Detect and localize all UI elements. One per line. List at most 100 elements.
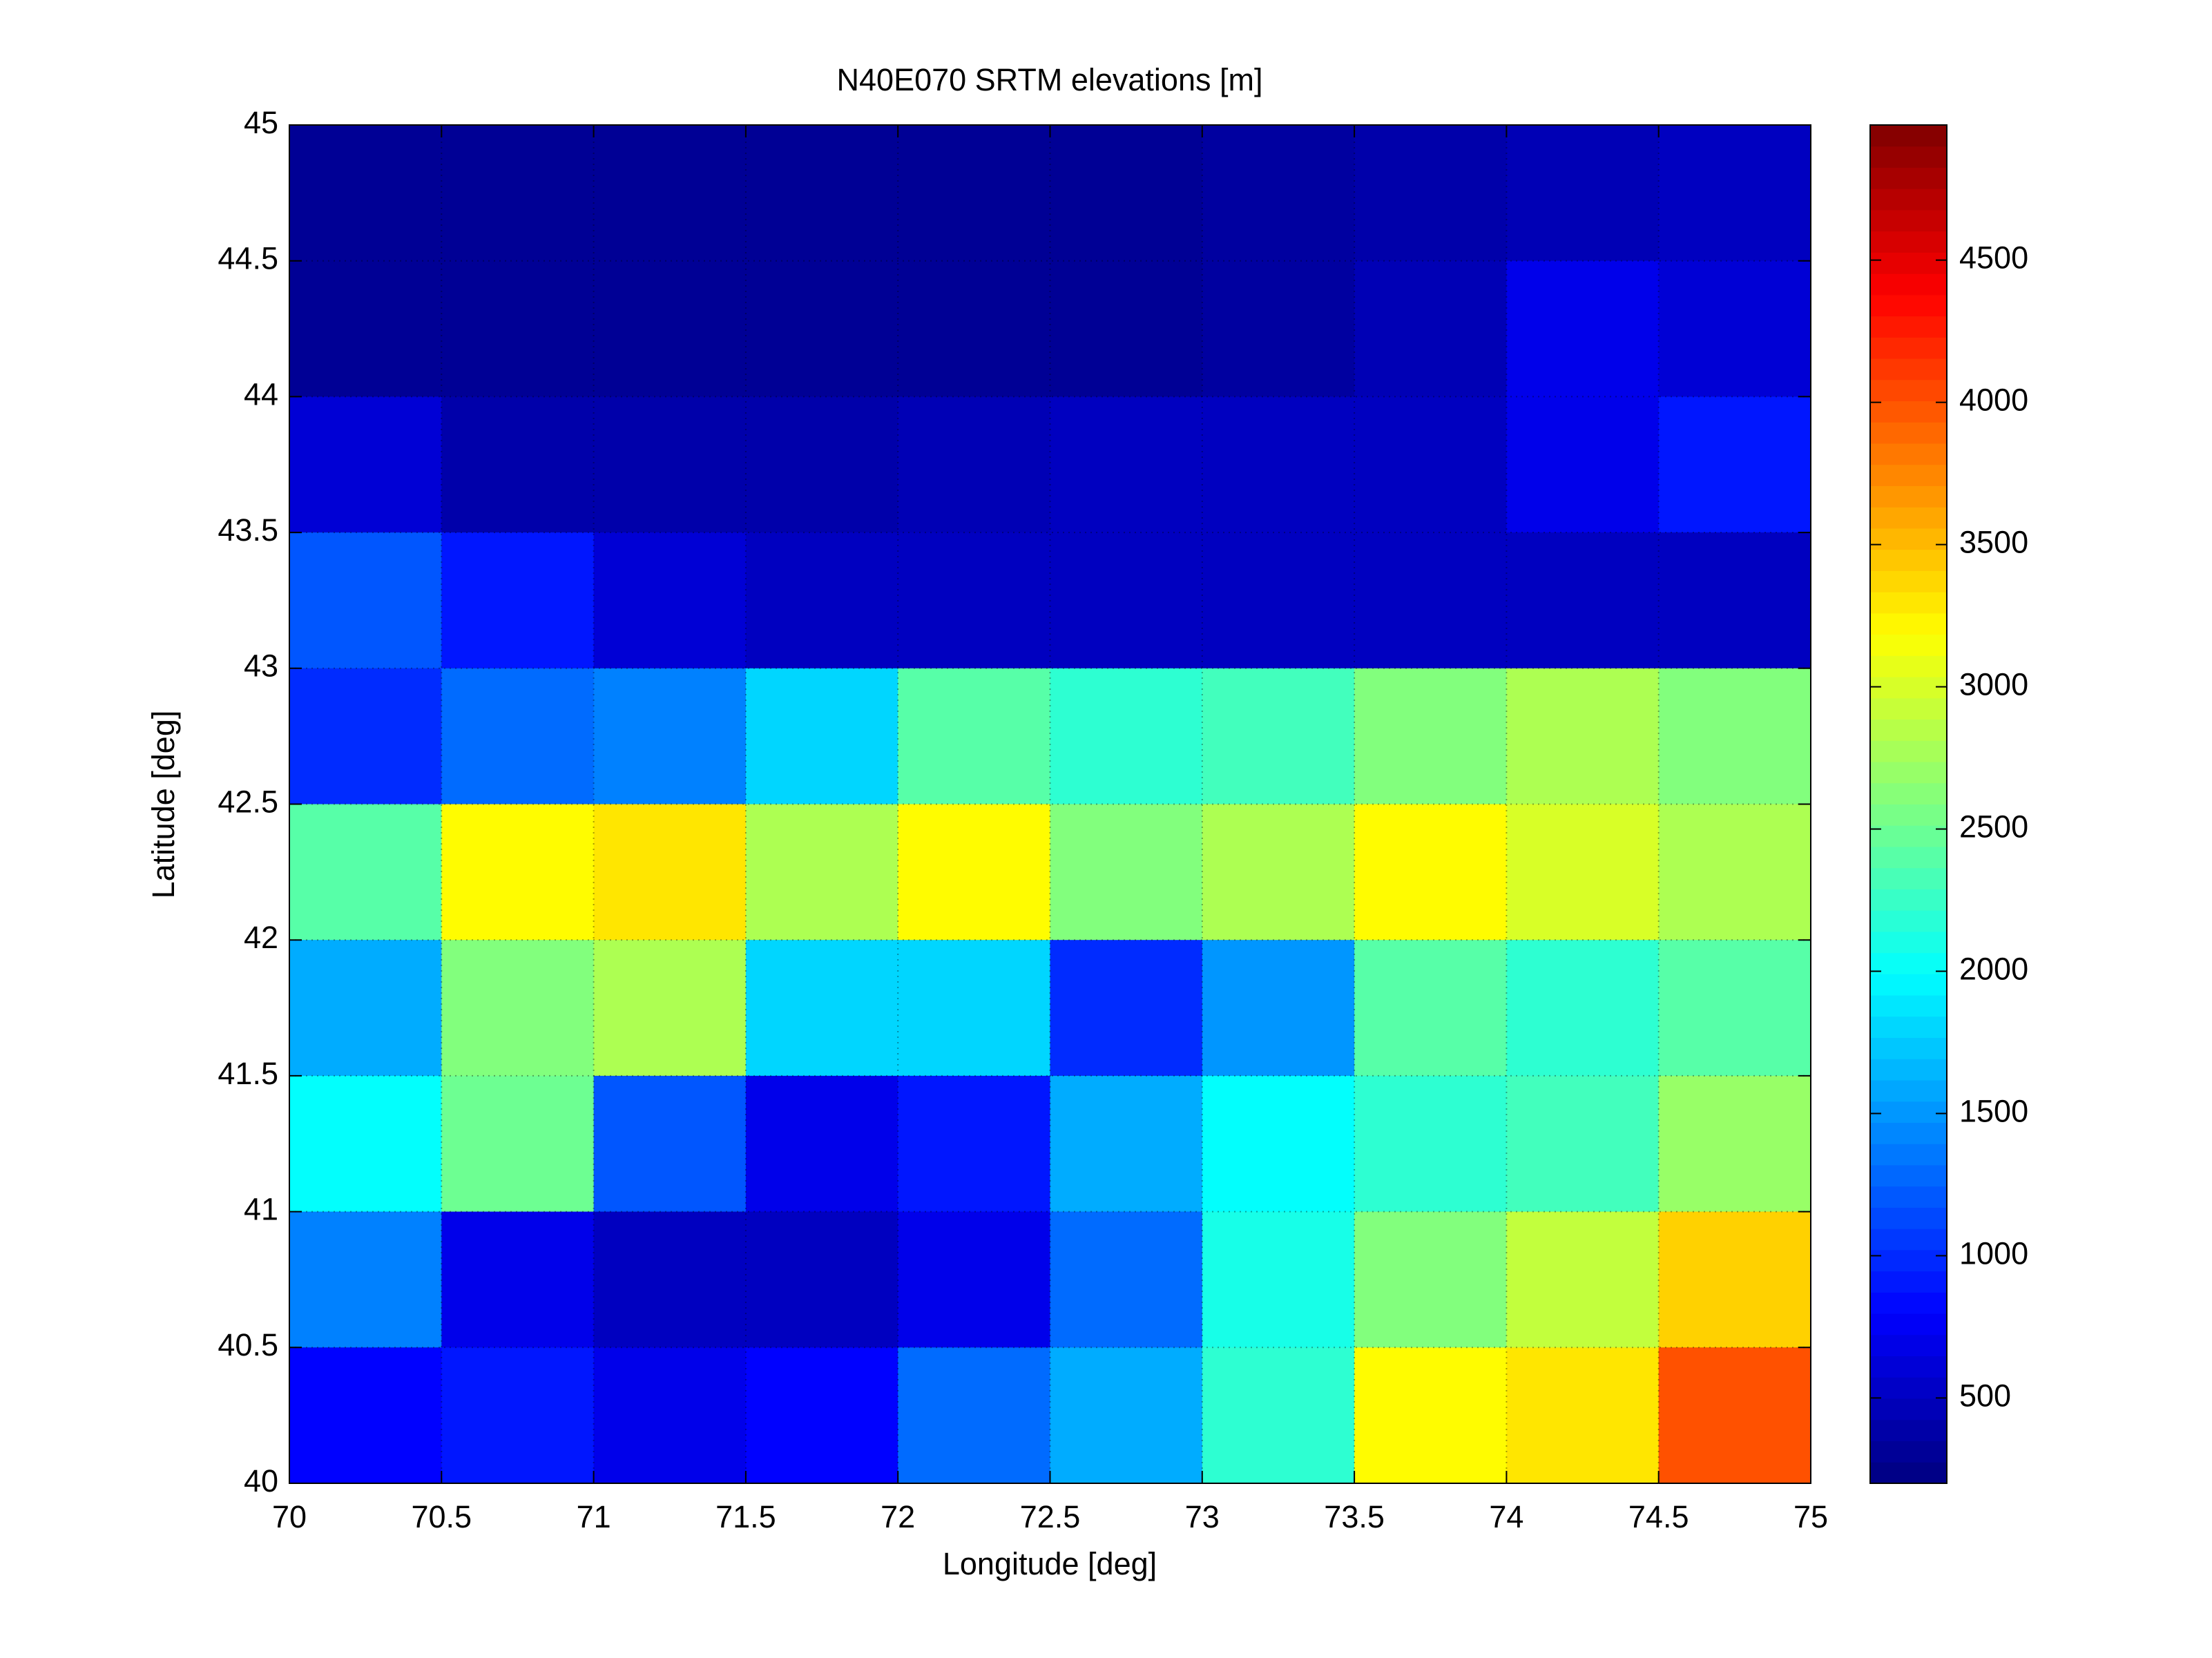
colorbar-segment: [1870, 422, 1947, 444]
heat-cell: [898, 260, 1050, 397]
colorbar-segment: [1870, 1377, 1947, 1399]
colorbar-frame: [1869, 124, 1947, 1484]
heat-cell: [1354, 125, 1507, 262]
heat-cell: [745, 1211, 898, 1348]
colorbar-segment: [1870, 294, 1947, 317]
colorbar-segment: [1870, 1271, 1947, 1293]
plot-frame: [289, 124, 1811, 1484]
colorbar-segment: [1870, 189, 1947, 211]
colorbar-segment: [1870, 443, 1947, 465]
heat-cell: [441, 125, 595, 262]
heat-cell: [898, 668, 1050, 804]
heat-cell: [1202, 1075, 1355, 1213]
colorbar-segment: [1870, 952, 1947, 974]
colorbar-tick-label: 4000: [1959, 383, 2028, 418]
x-tick-label: 70.5: [412, 1499, 472, 1534]
colorbar-segment: [1870, 655, 1947, 677]
heat-cell: [1506, 260, 1660, 397]
heat-cell: [593, 260, 747, 397]
y-tick-label: 44: [244, 376, 278, 412]
heat-cell: [1506, 1075, 1660, 1213]
colorbar-segment: [1870, 485, 1947, 508]
colorbar-segment: [1870, 634, 1947, 656]
heat-cell: [289, 668, 442, 804]
colorbar-tick-label: 2500: [1959, 809, 2028, 844]
colorbar-segment: [1870, 613, 1947, 635]
x-tick-label: 72: [881, 1499, 915, 1534]
colorbar-segment: [1870, 846, 1947, 869]
heat-cell: [1202, 396, 1355, 533]
heat-cell: [898, 1211, 1050, 1348]
heat-cell: [593, 125, 747, 262]
heat-cell: [745, 396, 898, 533]
colorbar-segment: [1870, 337, 1947, 359]
heat-cell: [1354, 668, 1507, 804]
heat-cell: [1354, 1347, 1507, 1484]
y-tick-label: 40.5: [218, 1327, 278, 1362]
heat-cell: [745, 804, 898, 941]
y-tick-label: 43: [244, 648, 278, 684]
colorbar-segment: [1870, 1080, 1947, 1102]
x-tick-label: 71.5: [715, 1499, 776, 1534]
y-tick-label: 40: [244, 1463, 278, 1498]
heat-cell: [898, 940, 1050, 1077]
colorbar-tick-label: 1000: [1959, 1235, 2028, 1271]
heat-cell: [1506, 940, 1660, 1077]
heat-cell: [1658, 125, 1811, 262]
heat-cell: [593, 532, 747, 669]
colorbar-segment: [1870, 1249, 1947, 1272]
colorbar-segment: [1870, 252, 1947, 274]
heat-cell: [1050, 396, 1203, 533]
heat-cell: [1354, 260, 1507, 397]
colorbar-tick-label: 3500: [1959, 524, 2028, 559]
heat-cell: [1202, 125, 1355, 262]
y-tick-label: 44.5: [218, 241, 278, 276]
heat-cell: [1658, 1075, 1811, 1213]
colorbar-segment: [1870, 1356, 1947, 1378]
heat-cell: [898, 125, 1050, 262]
colorbar-segment: [1870, 974, 1947, 996]
heat-cell: [289, 1075, 442, 1213]
heat-cell: [1658, 1211, 1811, 1348]
heat-cell: [1354, 396, 1507, 533]
colorbar-segment: [1870, 889, 1947, 911]
heat-cell: [593, 1347, 747, 1484]
colorbar-segment: [1870, 1186, 1947, 1208]
heat-cell: [1050, 1211, 1203, 1348]
heat-cell: [1202, 260, 1355, 397]
heat-cell: [593, 668, 747, 804]
colorbar-segment: [1870, 1059, 1947, 1081]
colorbar-segment: [1870, 1228, 1947, 1251]
heat-cell: [441, 668, 595, 804]
heat-cell: [289, 940, 442, 1077]
heat-cell: [441, 532, 595, 669]
heat-cell: [1658, 804, 1811, 941]
colorbar-segment: [1870, 1440, 1947, 1463]
y-tick-label: 43.5: [218, 512, 278, 548]
colorbar-segment: [1870, 697, 1947, 720]
y-tick-label: 42: [244, 920, 278, 955]
colorbar-segment: [1870, 1016, 1947, 1039]
heat-cell: [745, 940, 898, 1077]
heat-cell: [1354, 804, 1507, 941]
colorbar-tick-label: 1500: [1959, 1093, 2028, 1128]
heat-cell: [1202, 1347, 1355, 1484]
colorbar-segment: [1870, 677, 1947, 699]
colorbar-segment: [1870, 507, 1947, 529]
x-tick-label: 70: [272, 1499, 307, 1534]
heat-cell: [1354, 940, 1507, 1077]
heat-cell: [1050, 1347, 1203, 1484]
colorbar-segment: [1870, 719, 1947, 741]
heat-cell: [593, 1211, 747, 1348]
y-tick-label: 41.5: [218, 1056, 278, 1091]
y-tick-label: 45: [244, 105, 278, 140]
heat-cell: [593, 804, 747, 941]
colorbar-segment: [1870, 1419, 1947, 1442]
colorbar-segment: [1870, 528, 1947, 550]
colorbar-segment: [1870, 762, 1947, 784]
heat-cell: [898, 804, 1050, 941]
colorbar-segment: [1870, 782, 1947, 804]
heat-cell: [1658, 396, 1811, 533]
